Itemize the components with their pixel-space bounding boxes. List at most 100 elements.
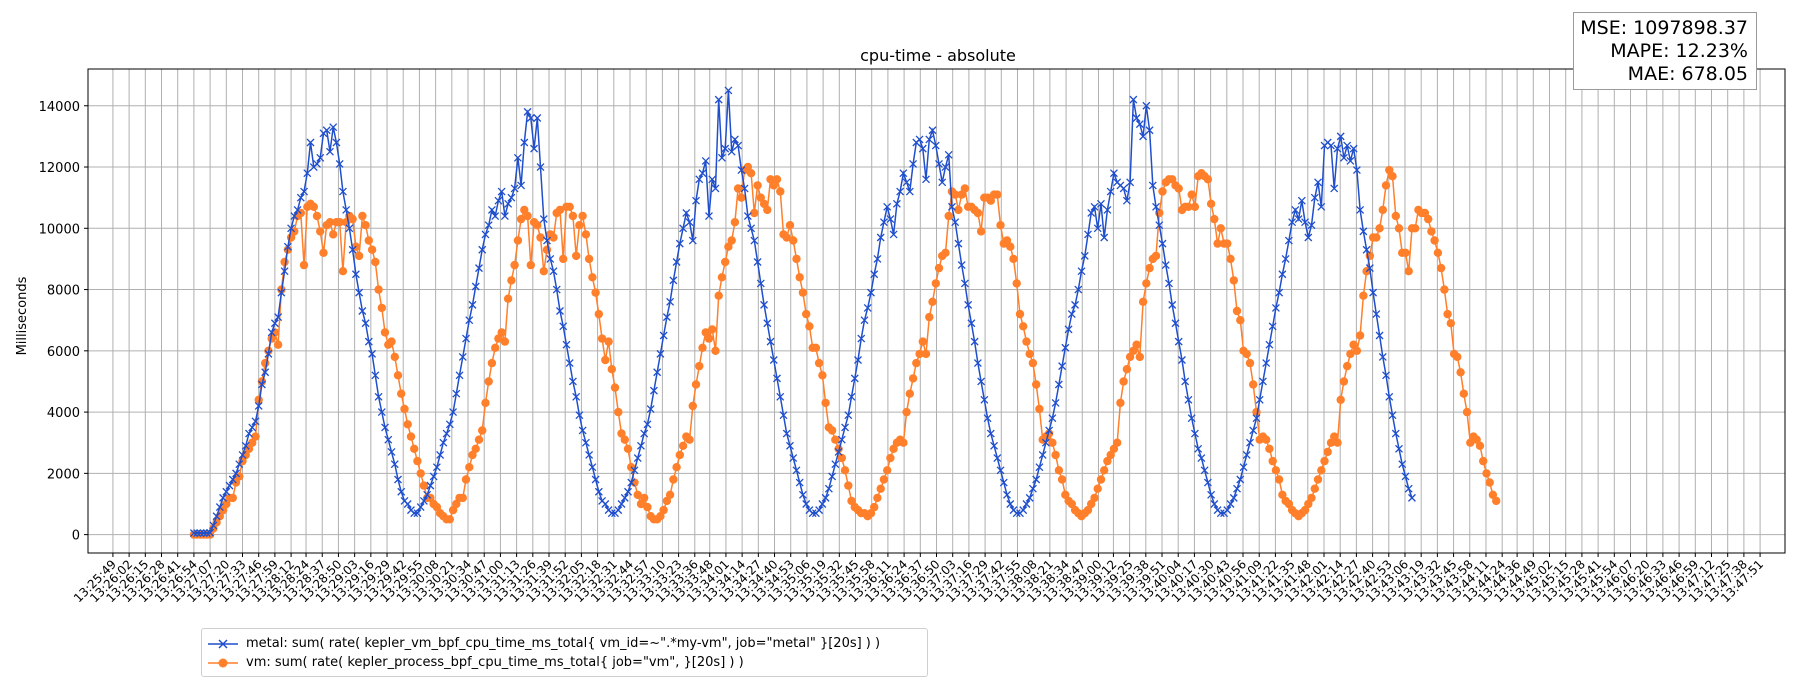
data-point — [601, 500, 610, 508]
data-point — [1135, 120, 1144, 129]
data-point — [1093, 484, 1102, 493]
data-point — [326, 147, 334, 156]
data-point — [429, 472, 438, 481]
data-point — [419, 481, 429, 490]
data-point — [863, 303, 872, 312]
data-point — [837, 435, 846, 444]
data-point — [1106, 187, 1115, 196]
data-point — [918, 337, 927, 346]
data-point — [1012, 279, 1021, 288]
data-point — [1145, 126, 1154, 135]
data-point — [348, 245, 357, 254]
data-point — [555, 205, 565, 215]
data-point — [1362, 245, 1371, 254]
data-point — [287, 224, 296, 233]
data-point — [763, 205, 772, 215]
series-1 — [189, 162, 1501, 539]
data-point — [970, 337, 979, 346]
data-point — [1411, 224, 1420, 233]
data-point — [883, 466, 892, 475]
x-marker-icon — [208, 638, 238, 649]
data-point — [734, 141, 743, 150]
data-point — [944, 150, 953, 159]
data-point — [1184, 202, 1193, 211]
data-point — [222, 487, 231, 496]
data-point — [708, 175, 717, 184]
data-point — [792, 254, 801, 264]
data-point — [1226, 500, 1235, 508]
data-point — [1317, 202, 1326, 211]
data-point — [507, 276, 516, 285]
data-point — [792, 466, 801, 475]
data-point — [257, 380, 266, 389]
data-point — [802, 500, 811, 508]
data-point — [215, 503, 224, 512]
data-point — [591, 475, 600, 484]
data-point — [572, 251, 581, 261]
data-point — [523, 211, 532, 221]
data-point — [1139, 132, 1148, 141]
y-tick-label: 12000 — [39, 161, 80, 176]
data-point — [692, 196, 700, 205]
data-point — [468, 450, 477, 460]
data-point — [526, 114, 535, 122]
data-point — [879, 475, 889, 484]
data-point — [1226, 254, 1235, 264]
data-point — [925, 135, 934, 144]
data-point — [698, 169, 707, 178]
data-point — [1142, 101, 1151, 110]
data-point — [1100, 233, 1109, 242]
data-point — [371, 371, 380, 380]
data-point — [753, 181, 762, 190]
data-point — [542, 245, 552, 254]
data-point — [733, 184, 743, 193]
data-point — [293, 205, 302, 214]
data-point — [591, 288, 600, 297]
data-point — [785, 221, 795, 230]
data-point — [1262, 435, 1271, 444]
data-point — [461, 475, 471, 484]
data-point — [1462, 407, 1472, 417]
data-point — [1135, 352, 1145, 362]
data-point — [1404, 267, 1413, 276]
data-point — [1343, 141, 1352, 150]
data-point — [202, 529, 211, 538]
data-point — [990, 441, 999, 450]
data-point — [416, 503, 425, 512]
data-point — [436, 451, 445, 459]
data-point — [1187, 190, 1196, 199]
data-point — [487, 205, 496, 214]
data-point — [854, 356, 862, 364]
data-point — [827, 426, 837, 435]
data-point — [760, 300, 769, 309]
data-point — [1246, 438, 1254, 447]
y-tick-label: 8000 — [47, 284, 80, 299]
data-point — [1249, 380, 1258, 389]
data-point — [1252, 414, 1261, 423]
data-point — [264, 349, 273, 358]
data-point — [607, 509, 616, 518]
data-point — [704, 334, 714, 343]
data-point — [1071, 300, 1080, 309]
data-point — [1258, 377, 1267, 386]
data-point — [841, 423, 850, 432]
data-point — [1087, 209, 1096, 217]
data-point — [1369, 288, 1378, 297]
data-point — [1132, 114, 1141, 122]
data-point — [1232, 306, 1242, 316]
data-point — [1233, 484, 1241, 493]
data-point — [737, 166, 746, 175]
data-point — [1456, 368, 1465, 377]
data-point — [1025, 349, 1034, 359]
data-point — [899, 438, 908, 447]
data-point — [909, 160, 918, 168]
data-point — [410, 444, 419, 453]
data-point — [828, 472, 837, 481]
data-point — [536, 163, 545, 171]
data-point — [617, 429, 626, 438]
data-point — [1388, 411, 1397, 420]
data-point — [581, 438, 590, 447]
data-point — [717, 273, 727, 282]
data-point — [672, 463, 681, 472]
data-point — [695, 175, 704, 184]
